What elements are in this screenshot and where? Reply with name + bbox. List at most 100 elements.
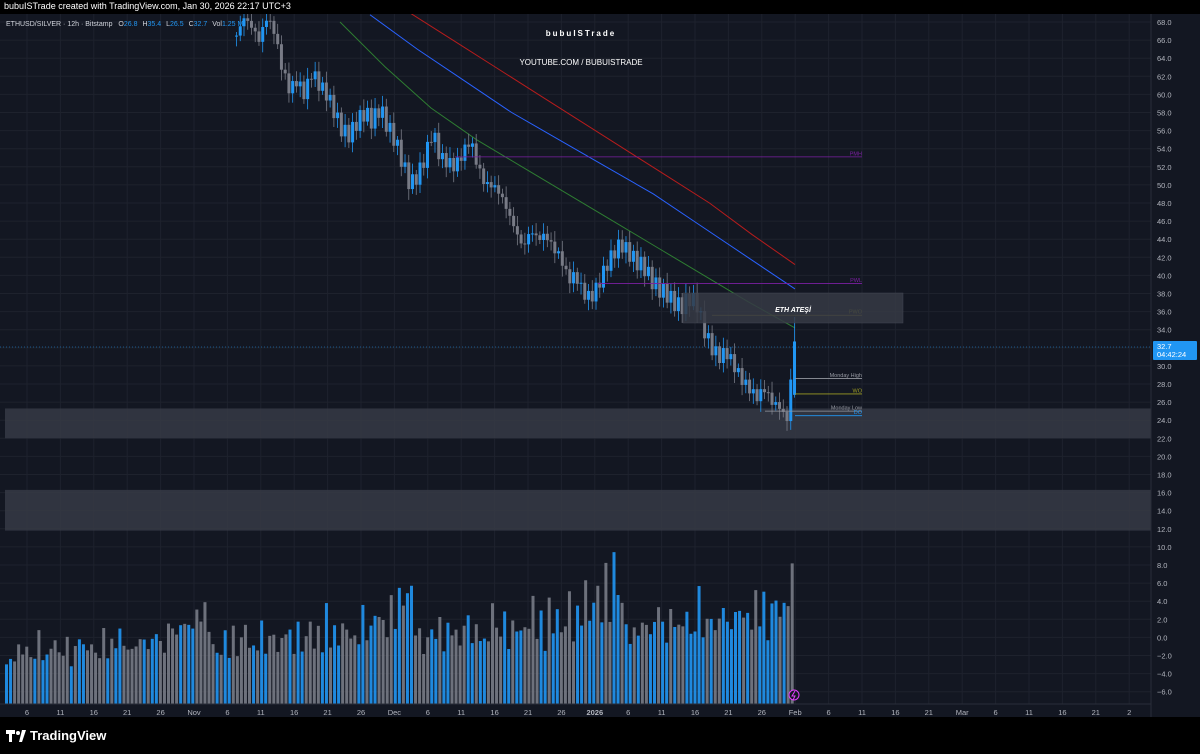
candle-body [313,71,317,80]
volume-bar [616,595,620,704]
volume-bar [252,645,256,704]
legend-line: ETHUSD/SILVER · 12h · Bitstamp O26.8 H35… [6,21,244,28]
candles [235,9,796,431]
volume-bar [486,641,490,704]
volume-bar [547,597,551,704]
price-tick-label: 24.0 [1157,416,1172,425]
volume-bar [515,631,519,704]
time-tick-label: 11 [858,708,866,717]
time-tick-label: 26 [557,708,565,717]
candle-body [710,333,714,356]
candle-body [414,174,418,185]
time-tick-label: Dec [388,708,402,717]
watermark-name: bubuISTrade [546,29,616,38]
volume-bar [61,655,65,704]
current-price-tag: 32.7 04:42:24 [0,341,1197,360]
time-tick-label: 16 [90,708,98,717]
level-label-monday_low: Monday Low [831,406,862,412]
volume-bar [563,626,567,704]
candle-body [706,333,710,339]
candle-body [740,368,744,385]
time-tick-label: Mar [956,708,969,717]
volume-bar [511,620,515,704]
level-label-monday_high: Monday High [830,373,862,379]
volume-bar [381,619,385,704]
volume-bar [584,580,588,704]
volume-bar [223,630,227,704]
level-label-pmh: PMH [850,151,862,157]
candle-body [384,106,388,132]
volume-bar [600,622,604,704]
candle-body [291,81,295,94]
eth-fire-zone[interactable]: ETH ATEŞİ [682,292,904,324]
volume-bar [462,625,466,704]
volume-bar [324,603,328,704]
candle-body [725,348,729,360]
volume-bar [551,633,555,704]
candle-body [568,269,572,284]
alert-icon[interactable] [788,689,800,701]
time-tick-label: 11 [658,708,666,717]
volume-bar [264,653,268,704]
volume-bar [774,600,778,704]
candle-body [736,368,740,373]
price-tick-label: 34.0 [1157,326,1172,335]
candle-body [624,242,628,253]
volume-bar [474,624,478,704]
volume-bar [9,658,13,704]
candle-body [646,266,650,277]
volume-bar [33,658,37,704]
volume-bar [183,623,187,704]
candle-body [729,354,733,360]
volume-bar [644,624,648,704]
eth-fire-box[interactable] [682,292,904,324]
volume-bar [316,625,320,704]
volume-bar [312,648,316,704]
volume-bar [450,635,454,704]
time-tick-label: Feb [789,708,802,717]
candle-body [283,69,287,74]
volume-bar [636,635,640,704]
volume-bar [438,616,442,704]
candle-body [440,153,444,160]
time-axis[interactable]: 6 11 16 21 26 Nov 6 11 16 21 26 Dec 6 11 16 21 26 2026 6 11… [0,703,1151,717]
zone-rect [5,489,1151,531]
volume-bar [531,595,535,704]
symbol-legend[interactable]: ETHUSD/SILVER · 12h · Bitstamp O26.8 H35… [6,21,244,28]
ma-line-mid [369,14,796,290]
volume-bar [187,624,191,704]
tradingview-logo[interactable]: TradingView [6,728,106,743]
candle-body [560,251,564,266]
price-tick-label: 0.0 [1157,633,1167,642]
time-tick-label: 16 [691,708,699,717]
candle-body [770,392,774,405]
candle-body [673,290,677,312]
candle-body [714,346,718,356]
price-tick-label: 64.0 [1157,54,1172,63]
volume-bar [158,640,162,704]
candle-body [437,132,441,160]
tradingview-logo-text: TradingView [30,728,107,743]
volume-bar [426,637,430,704]
candle-body [377,108,381,118]
volume-bar [507,649,511,704]
candle-body [789,379,793,422]
volume-bar [677,624,681,704]
legend-volume-value: 1.25 M [222,21,244,28]
candle-body [631,250,635,262]
volume-bar [762,591,766,704]
candle-body [635,250,639,271]
price-axis[interactable]: 68.0 66.0 64.0 62.0 60.0 58.0 56.0 54.0 52.0 50.0… [1150,14,1172,717]
price-tick-label: 22.0 [1157,434,1172,443]
candle-body [317,71,321,91]
price-tick-label: 62.0 [1157,72,1172,81]
alert-icon-ring[interactable] [788,689,800,701]
support-zones [5,408,1151,531]
volume-bar [499,636,503,704]
volume-bar [102,628,106,704]
volume-bar [661,621,665,704]
volume-bar [503,611,507,704]
candle-body [257,31,261,42]
